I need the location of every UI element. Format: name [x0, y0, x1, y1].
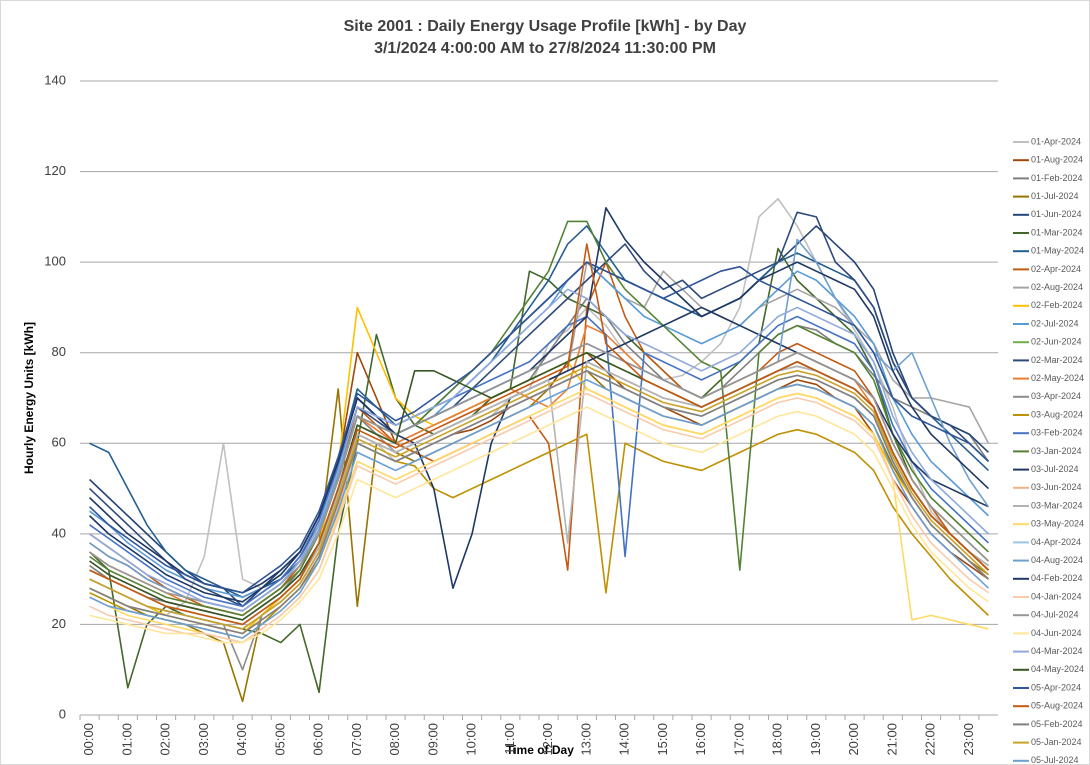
x-tick-label: 09:00	[425, 723, 440, 756]
chart-subtitle: 3/1/2024 4:00:00 AM to 27/8/2024 11:30:0…	[374, 40, 716, 57]
x-tick-label: 06:00	[311, 723, 326, 756]
chart-title: Site 2001 : Daily Energy Usage Profile […	[344, 18, 747, 35]
legend-label: 04-Feb-2024	[1031, 573, 1083, 583]
legend-label: 05-Feb-2024	[1031, 719, 1083, 729]
x-tick-label: 07:00	[349, 723, 364, 756]
legend-label: 03-Jan-2024	[1031, 446, 1082, 456]
legend-label: 03-Apr-2024	[1031, 391, 1081, 401]
series-line	[89, 220, 989, 617]
series-line	[89, 379, 989, 639]
x-tick-label: 22:00	[923, 723, 938, 756]
legend-label: 01-Mar-2024	[1031, 227, 1083, 237]
legend-label: 05-Jan-2024	[1031, 737, 1082, 747]
x-tick-label: 19:00	[808, 723, 823, 756]
legend-label: 02-Feb-2024	[1031, 300, 1083, 310]
y-tick-label: 100	[44, 254, 66, 269]
y-tick-label: 140	[44, 72, 66, 87]
x-tick-label: 11:00	[502, 723, 517, 755]
y-tick-label: 80	[52, 344, 66, 359]
legend-label: 01-Apr-2024	[1031, 136, 1081, 146]
x-tick-label: 13:00	[578, 723, 593, 756]
legend-label: 03-May-2024	[1031, 519, 1084, 529]
y-tick-label: 120	[44, 163, 66, 178]
legend-label: 03-Jul-2024	[1031, 464, 1079, 474]
series-line	[89, 365, 989, 630]
legend-label: 05-Aug-2024	[1031, 701, 1083, 711]
series-line	[89, 370, 989, 635]
x-tick-label: 00:00	[81, 723, 96, 756]
series-line	[89, 207, 989, 603]
x-tick-label: 15:00	[655, 723, 670, 756]
series-line	[89, 261, 989, 594]
legend-label: 02-Mar-2024	[1031, 355, 1083, 365]
legend-label: 04-Jan-2024	[1031, 591, 1082, 601]
x-tick-label: 16:00	[693, 723, 708, 756]
series-line	[89, 406, 989, 644]
x-tick-label: 02:00	[158, 723, 173, 756]
y-axis-title: Hourly Energy Units [kWh]	[22, 322, 36, 474]
legend-label: 04-Jul-2024	[1031, 610, 1079, 620]
legend-label: 01-Jul-2024	[1031, 191, 1079, 201]
legend-label: 02-Jun-2024	[1031, 337, 1082, 347]
x-tick-label: 10:00	[464, 723, 479, 756]
x-tick-label: 05:00	[272, 723, 287, 756]
legend-label: 04-Jun-2024	[1031, 628, 1082, 638]
x-axis-title: Time of Day	[506, 743, 574, 757]
x-tick-label: 03:00	[196, 723, 211, 756]
legend-label: 04-Apr-2024	[1031, 537, 1081, 547]
legend-label: 01-Feb-2024	[1031, 173, 1083, 183]
legend-label: 05-Apr-2024	[1031, 682, 1081, 692]
legend-label: 04-May-2024	[1031, 664, 1084, 674]
legend-label: 03-Feb-2024	[1031, 428, 1083, 438]
x-tick-label: 18:00	[770, 723, 785, 756]
legend-label: 02-May-2024	[1031, 373, 1084, 383]
legend-label: 01-May-2024	[1031, 246, 1084, 256]
legend-label: 03-Jun-2024	[1031, 482, 1082, 492]
legend-label: 02-Apr-2024	[1031, 264, 1081, 274]
series-line	[89, 288, 989, 612]
legend-label: 03-Aug-2024	[1031, 409, 1083, 419]
x-tick-label: 04:00	[234, 723, 249, 756]
legend-label: 04-Mar-2024	[1031, 646, 1083, 656]
y-tick-label: 40	[52, 525, 66, 540]
x-tick-label: 12:00	[540, 723, 555, 756]
y-tick-label: 0	[59, 706, 66, 721]
x-tick-label: 23:00	[961, 723, 976, 756]
x-tick-label: 08:00	[387, 723, 402, 756]
legend-label: 05-Jul-2024	[1031, 755, 1079, 765]
x-tick-label: 17:00	[731, 723, 746, 756]
series-line	[89, 315, 989, 608]
legend-label: 02-Jul-2024	[1031, 318, 1079, 328]
legend-label: 04-Aug-2024	[1031, 555, 1083, 565]
x-tick-label: 01:00	[119, 723, 134, 756]
legend-label: 01-Jun-2024	[1031, 209, 1082, 219]
y-tick-label: 60	[52, 435, 66, 450]
x-tick-label: 14:00	[617, 723, 632, 756]
x-tick-label: 20:00	[846, 723, 861, 756]
series-line	[89, 243, 989, 626]
legend-label: 01-Aug-2024	[1031, 155, 1083, 165]
legend-label: 03-Mar-2024	[1031, 500, 1083, 510]
y-tick-label: 20	[52, 616, 66, 631]
legend-label: 02-Aug-2024	[1031, 282, 1083, 292]
x-tick-label: 21:00	[884, 723, 899, 756]
